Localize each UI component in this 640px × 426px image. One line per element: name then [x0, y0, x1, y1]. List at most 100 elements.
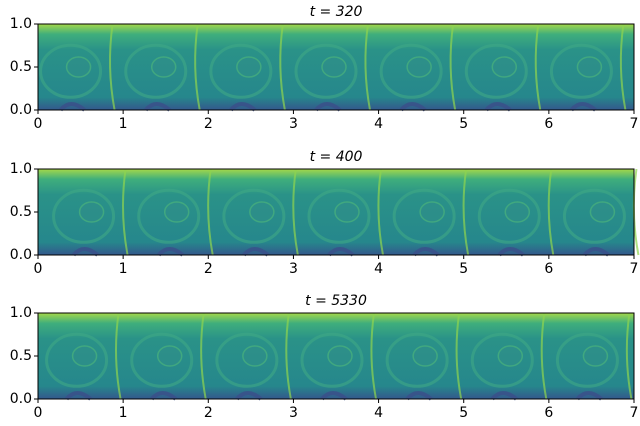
x-tick-label: 6 [544, 261, 553, 277]
plume [490, 391, 518, 401]
x-tick-label: 5 [459, 405, 468, 421]
swirl [307, 188, 371, 244]
x-tick-label: 1 [119, 116, 128, 132]
x-tick-label: 4 [374, 116, 383, 132]
swirl [124, 43, 188, 99]
y-tick-label: 0.5 [10, 204, 32, 220]
plume [320, 391, 348, 401]
plume [279, 23, 286, 111]
swirl [385, 332, 449, 388]
y-tick-label: 0.0 [10, 391, 32, 407]
swirl [549, 43, 613, 99]
panel: t = 320 0 1 2 3 4 5 6 7 0.0 0.5 1.0 [10, 4, 639, 132]
plume [405, 391, 433, 401]
x-tick-label: 7 [630, 405, 639, 421]
plume [540, 312, 548, 400]
swirl [130, 332, 194, 388]
swirl [321, 56, 347, 78]
plume [377, 168, 384, 256]
plume [619, 23, 627, 111]
x-tick-label: 5 [459, 261, 468, 277]
swirl [334, 201, 360, 223]
plume [242, 247, 270, 257]
panel-title: t = 400 [310, 149, 363, 165]
swirl [65, 56, 92, 78]
plume [65, 391, 92, 401]
plume [229, 102, 257, 112]
x-tick-label: 2 [204, 261, 213, 277]
plume [59, 102, 86, 112]
x-tick-label: 4 [374, 261, 383, 277]
swirl [209, 43, 273, 99]
x-tick-label: 2 [204, 116, 213, 132]
plume [200, 312, 207, 400]
x-tick-label: 6 [544, 116, 553, 132]
x-tick-label: 3 [289, 116, 298, 132]
x-tick-label: 7 [630, 116, 639, 132]
swirl [215, 332, 279, 388]
plume [157, 247, 185, 257]
swirl [242, 345, 268, 367]
x-tick-label: 0 [34, 261, 43, 277]
plume [194, 23, 201, 111]
swirl [163, 201, 190, 223]
y-tick-label: 1.0 [10, 16, 32, 32]
swirl [45, 332, 109, 388]
plume [534, 23, 542, 111]
plume [462, 168, 470, 256]
plume [449, 23, 457, 111]
swirl [412, 345, 438, 367]
y-tick-label: 1.0 [10, 161, 32, 177]
plume [150, 391, 178, 401]
x-tick-label: 2 [204, 405, 213, 421]
x-tick-label: 1 [119, 405, 128, 421]
swirl [222, 188, 286, 244]
swirl [576, 56, 603, 78]
plume [292, 168, 299, 256]
plume [625, 312, 633, 400]
swirl [294, 43, 358, 99]
plume [547, 168, 555, 256]
panel-title: t = 320 [310, 4, 363, 20]
swirl [249, 201, 275, 223]
plume [399, 102, 427, 112]
y-tick-label: 0.5 [10, 59, 32, 75]
swirl [52, 188, 116, 244]
x-tick-label: 1 [119, 261, 128, 277]
y-tick-label: 0.0 [10, 247, 32, 263]
panel: t = 400 0 1 2 3 4 5 6 7 0.0 0.5 1.0 [10, 149, 640, 277]
y-tick-label: 1.0 [10, 305, 32, 321]
swirl [555, 332, 619, 388]
swirl [150, 56, 177, 78]
plume [109, 23, 116, 111]
swirl [464, 43, 528, 99]
plume [144, 102, 172, 112]
plume [370, 312, 377, 400]
swirl [406, 56, 432, 78]
swirl [470, 332, 534, 388]
swirl [39, 43, 103, 99]
swirl [562, 188, 626, 244]
swirl [327, 345, 353, 367]
swirl [582, 345, 609, 367]
plume [497, 247, 525, 257]
x-tick-label: 4 [374, 405, 383, 421]
x-tick-label: 7 [630, 261, 639, 277]
plume [412, 247, 440, 257]
swirl [589, 201, 616, 223]
plume [575, 391, 603, 401]
x-tick-label: 3 [289, 405, 298, 421]
swirl [78, 201, 105, 223]
swirl [300, 332, 364, 388]
swirl [236, 56, 262, 78]
plume [122, 168, 129, 256]
swirl [419, 201, 445, 223]
x-tick-label: 3 [289, 261, 298, 277]
plume [285, 312, 292, 400]
plume [455, 312, 463, 400]
x-tick-label: 5 [459, 116, 468, 132]
swirl [156, 345, 183, 367]
swirl [491, 56, 518, 78]
panel: t = 5330 0 1 2 3 4 5 6 7 0.0 0.5 1.0 [10, 293, 639, 421]
plume [115, 312, 122, 400]
